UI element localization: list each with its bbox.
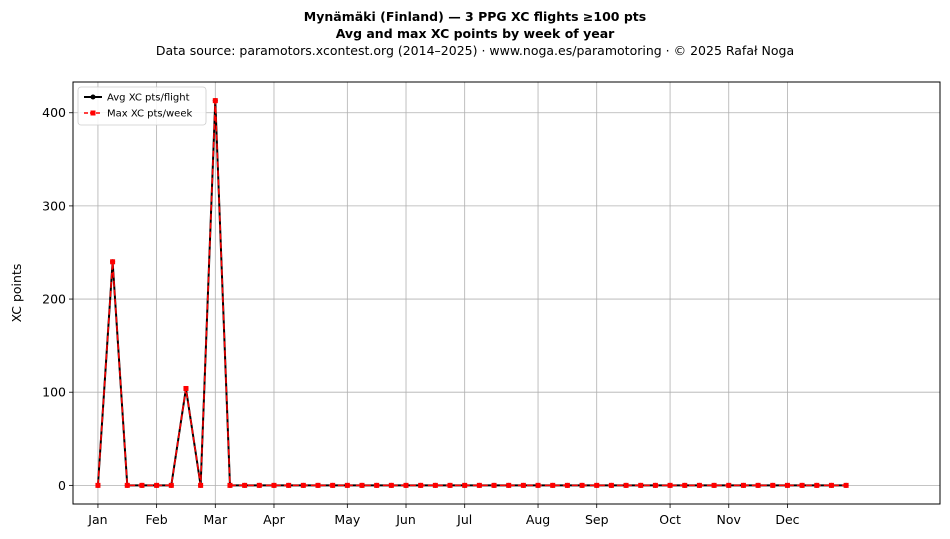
data-point-max: [594, 482, 600, 488]
plot-frame: [72, 81, 941, 505]
y-tick-label: 400: [42, 105, 66, 120]
data-point-max: [432, 482, 438, 488]
data-point-max: [286, 482, 292, 488]
data-point-max: [638, 482, 644, 488]
x-tick-label: May: [334, 512, 360, 527]
data-point-max: [227, 482, 233, 488]
data-point-max: [535, 482, 541, 488]
data-point-max: [667, 482, 673, 488]
y-tick-label: 200: [42, 292, 66, 307]
data-point-max: [374, 482, 380, 488]
axis-ticks: 0 100 200 300 400 Jan Feb Mar Apr May Jun Jul Aug Sep…: [42, 105, 800, 527]
data-point-max: [183, 385, 189, 391]
x-tick-label: Feb: [146, 512, 168, 527]
legend-marker-2: [90, 110, 96, 116]
data-point-max: [198, 482, 204, 488]
data-point-max: [843, 482, 849, 488]
data-point-max: [682, 482, 688, 488]
data-point-max: [726, 482, 732, 488]
data-point-max: [462, 482, 468, 488]
x-tick-label: Dec: [775, 512, 799, 527]
chart-title-line1: Mynämäki (Finland) — 3 PPG XC flights ≥1…: [303, 9, 647, 24]
legend-label-1: Avg XC pts/flight: [107, 93, 190, 104]
data-point-max: [154, 482, 160, 488]
y-tick-label: 100: [42, 385, 66, 400]
data-point-max: [491, 482, 497, 488]
data-point-max: [828, 482, 834, 488]
data-point-max: [608, 482, 614, 488]
data-point-max: [330, 482, 336, 488]
x-tick-label: Aug: [526, 512, 550, 527]
legend-marker-1: [90, 94, 96, 100]
x-tick-label: Nov: [717, 512, 742, 527]
data-point-max: [315, 482, 321, 488]
data-point-max: [271, 482, 277, 488]
data-point-max: [579, 482, 585, 488]
data-point-max: [740, 482, 746, 488]
data-point-max: [418, 482, 424, 488]
chart-subtitle: Data source: paramotors.xcontest.org (20…: [155, 43, 795, 58]
legend: Avg XC pts/flight Max XC pts/week: [77, 86, 207, 126]
data-point-max: [139, 482, 145, 488]
x-tick-label: Apr: [263, 512, 285, 527]
series-layer: [95, 98, 849, 488]
series-line-1: [96, 99, 847, 487]
data-point-max: [344, 482, 350, 488]
x-tick-label: Jun: [395, 512, 416, 527]
data-point-max: [755, 482, 761, 488]
x-tick-label: Mar: [204, 512, 228, 527]
y-axis-label: XC points: [9, 264, 24, 323]
legend-label-2: Max XC pts/week: [107, 109, 192, 120]
data-point-max: [168, 482, 174, 488]
data-point-max: [124, 482, 130, 488]
y-tick-label: 0: [58, 478, 66, 493]
data-point-max: [770, 482, 776, 488]
x-tick-label: Oct: [659, 512, 681, 527]
data-point-max: [550, 482, 556, 488]
x-tick-label: Jul: [456, 512, 472, 527]
title-block: Mynämäki (Finland) — 3 PPG XC flights ≥1…: [0, 8, 950, 59]
data-point-max: [564, 482, 570, 488]
data-point-max: [95, 482, 101, 488]
data-point-max: [359, 482, 365, 488]
data-point-max: [506, 482, 512, 488]
data-point-max: [696, 482, 702, 488]
series-line-2: [97, 99, 847, 487]
data-point-max: [256, 482, 262, 488]
x-tick-label: Jan: [87, 512, 107, 527]
y-tick-label: 300: [42, 198, 66, 213]
data-point-max: [447, 482, 453, 488]
data-point-max: [110, 259, 116, 265]
data-point-max: [476, 482, 482, 488]
data-point-max: [623, 482, 629, 488]
grid: [73, 82, 940, 504]
chart-title-line2: Avg and max XC points by week of year: [335, 26, 615, 41]
data-point-max: [403, 482, 409, 488]
data-point-max: [242, 482, 248, 488]
data-point-max: [799, 482, 805, 488]
data-point-max: [212, 98, 218, 104]
data-point-max: [814, 482, 820, 488]
data-point-max: [300, 482, 306, 488]
data-point-max: [784, 482, 790, 488]
data-point-max: [520, 482, 526, 488]
data-point-max: [711, 482, 717, 488]
data-point-max: [388, 482, 394, 488]
x-tick-label: Sep: [585, 512, 609, 527]
legend-box: [77, 86, 207, 126]
data-point-max: [652, 482, 658, 488]
